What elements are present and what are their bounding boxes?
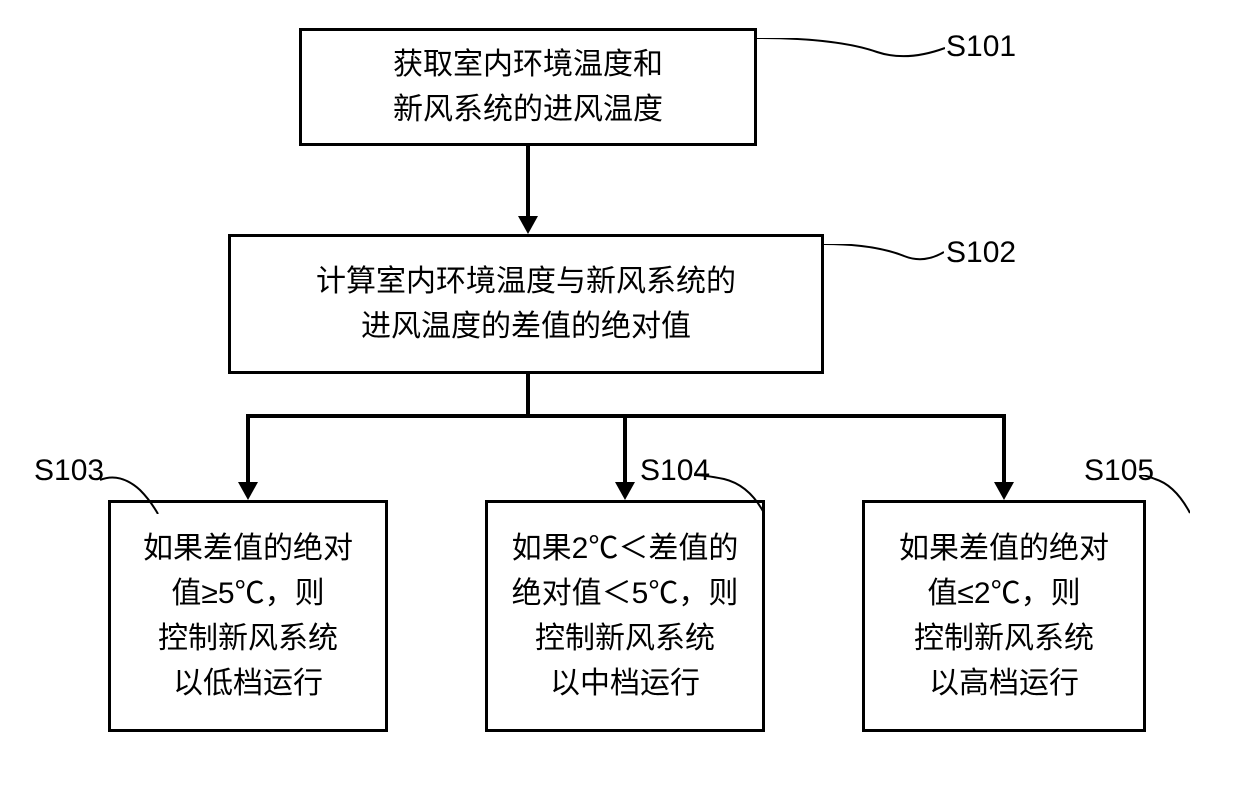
arrowhead-s101-s102 bbox=[518, 216, 538, 234]
node-s103-text: 如果差值的绝对值≥5℃，则控制新风系统以低档运行 bbox=[143, 526, 353, 706]
node-s104: 如果2℃＜差值的绝对值＜5℃，则控制新风系统以中档运行 bbox=[485, 500, 765, 732]
arrow-s102-s103 bbox=[246, 414, 250, 484]
leader-s105 bbox=[1140, 475, 1190, 515]
label-s103: S103 bbox=[34, 454, 104, 488]
arrow-s102-s105 bbox=[1002, 414, 1006, 484]
node-s101-text: 获取室内环境温度和新风系统的进风温度 bbox=[393, 42, 663, 132]
label-s102: S102 bbox=[946, 236, 1016, 270]
node-s105-text: 如果差值的绝对值≤2℃，则控制新风系统以高档运行 bbox=[899, 526, 1109, 706]
node-s102: 计算室内环境温度与新风系统的进风温度的差值的绝对值 bbox=[228, 234, 824, 374]
node-s101: 获取室内环境温度和新风系统的进风温度 bbox=[299, 28, 757, 146]
label-s101: S101 bbox=[946, 30, 1016, 64]
arrow-s102-stub bbox=[526, 374, 530, 416]
leader-s104 bbox=[694, 475, 764, 515]
node-s102-text: 计算室内环境温度与新风系统的进风温度的差值的绝对值 bbox=[316, 259, 736, 349]
node-s103: 如果差值的绝对值≥5℃，则控制新风系统以低档运行 bbox=[108, 500, 388, 732]
leader-s103 bbox=[100, 472, 160, 514]
arrow-s101-s102 bbox=[526, 146, 530, 218]
leader-s101 bbox=[757, 38, 945, 68]
node-s105: 如果差值的绝对值≤2℃，则控制新风系统以高档运行 bbox=[862, 500, 1146, 732]
arrowhead-s102-s105 bbox=[994, 482, 1014, 500]
arrowhead-s102-s104 bbox=[615, 482, 635, 500]
arrowhead-s102-s103 bbox=[238, 482, 258, 500]
node-s104-text: 如果2℃＜差值的绝对值＜5℃，则控制新风系统以中档运行 bbox=[512, 526, 739, 706]
arrow-s102-s104 bbox=[623, 414, 627, 484]
leader-s102 bbox=[824, 244, 944, 270]
